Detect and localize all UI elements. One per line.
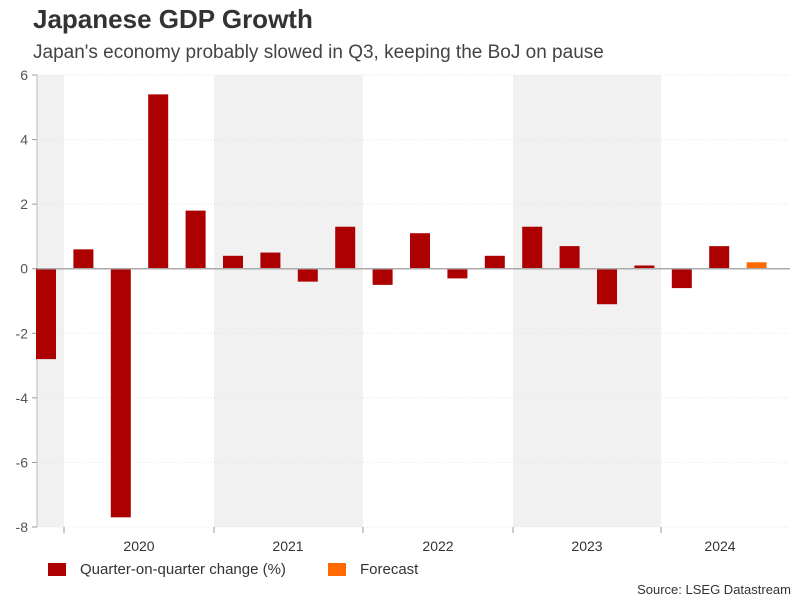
bar-2022-Q1 <box>372 268 393 285</box>
bar-2021-Q4 <box>335 226 356 269</box>
bar-2020-Q1 <box>73 249 94 269</box>
legend-label: Forecast <box>360 561 419 578</box>
bar-2021-Q2 <box>260 252 281 269</box>
y-tick-label: -8 <box>16 519 29 535</box>
y-tick-label: -6 <box>16 454 29 470</box>
bar-2022-Q3 <box>447 268 468 279</box>
y-tick-label: 6 <box>20 67 28 83</box>
source-note: Source: LSEG Datastream <box>637 582 791 597</box>
bar-2019-Q4 <box>36 268 56 360</box>
chart-subtitle: Japan's economy probably slowed in Q3, k… <box>33 42 604 63</box>
bar-2023-Q1 <box>522 226 543 269</box>
legend-label: Quarter-on-quarter change (%) <box>80 561 286 578</box>
bar-2023-Q4 <box>634 265 655 269</box>
legend-item-qoq: Quarter-on-quarter change (%) <box>48 561 286 578</box>
y-tick-label: 2 <box>20 196 28 212</box>
x-year-label: 2024 <box>704 538 735 554</box>
bar-2024-Q3 <box>746 262 767 269</box>
x-year-label: 2023 <box>571 538 602 554</box>
y-tick-label: 0 <box>20 261 28 277</box>
legend-swatch <box>328 563 346 576</box>
y-tick-label: 4 <box>20 132 28 148</box>
x-year-label: 2021 <box>272 538 303 554</box>
bar-2020-Q3 <box>148 94 169 269</box>
bar-2024-Q2 <box>709 246 730 269</box>
year-band <box>214 75 363 527</box>
bar-2023-Q3 <box>597 268 617 305</box>
y-tick-label: -4 <box>16 390 29 406</box>
bar-2020-Q4 <box>185 210 206 269</box>
bar-2021-Q3 <box>297 268 318 282</box>
y-tick-label: -2 <box>16 325 29 341</box>
chart-title: Japanese GDP Growth <box>33 4 313 34</box>
bar-2022-Q4 <box>484 255 505 269</box>
x-year-label: 2022 <box>422 538 453 554</box>
bar-2023-Q2 <box>559 246 580 269</box>
legend-swatch <box>48 563 66 576</box>
legend-item-forecast: Forecast <box>328 561 418 578</box>
bar-2024-Q1 <box>671 268 692 289</box>
bar-2020-Q2 <box>110 268 131 518</box>
year-band <box>513 75 661 527</box>
bar-2021-Q1 <box>223 255 243 269</box>
x-year-label: 2020 <box>123 538 154 554</box>
bar-2022-Q2 <box>410 233 430 269</box>
